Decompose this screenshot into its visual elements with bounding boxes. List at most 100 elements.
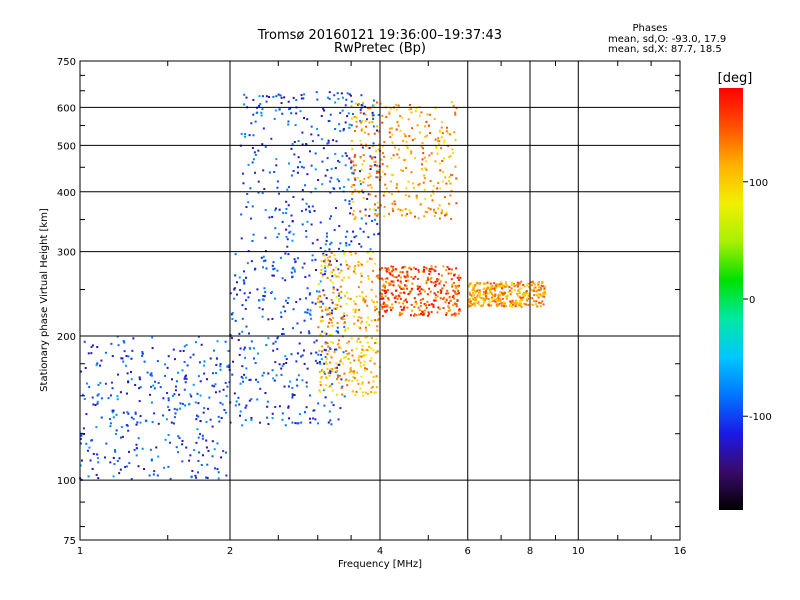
data-point <box>301 143 304 146</box>
data-point <box>455 312 458 315</box>
data-point <box>317 134 320 137</box>
data-point <box>473 296 476 299</box>
data-point <box>361 104 364 107</box>
data-point <box>364 120 367 123</box>
data-point <box>189 393 192 396</box>
data-point <box>324 174 327 177</box>
data-point <box>290 147 293 150</box>
data-point <box>253 151 256 154</box>
data-point <box>325 342 328 345</box>
data-point <box>338 225 341 228</box>
data-point <box>362 349 365 352</box>
data-point <box>423 312 426 315</box>
data-point <box>407 293 410 296</box>
data-point <box>206 463 209 466</box>
data-point <box>516 294 519 297</box>
data-point <box>496 284 499 287</box>
data-point <box>262 260 265 263</box>
data-point <box>327 350 330 353</box>
data-point <box>363 301 366 304</box>
data-point <box>450 101 453 104</box>
data-point <box>476 289 479 292</box>
data-point <box>503 292 506 295</box>
data-point <box>347 379 350 382</box>
data-point <box>323 348 326 351</box>
data-point <box>370 357 373 360</box>
data-point <box>470 294 473 297</box>
data-point <box>273 117 276 120</box>
data-point <box>94 404 97 407</box>
data-point <box>421 270 424 273</box>
data-point <box>340 358 343 361</box>
data-point <box>353 267 356 270</box>
data-point <box>439 280 442 283</box>
data-point <box>334 167 337 170</box>
data-point <box>368 121 371 124</box>
data-point <box>346 115 349 118</box>
data-point <box>374 156 377 159</box>
data-point <box>329 264 332 267</box>
data-point <box>330 321 333 324</box>
data-point <box>510 290 513 293</box>
data-point <box>407 267 410 270</box>
data-point <box>135 454 138 457</box>
data-point <box>348 200 351 203</box>
data-point <box>488 300 491 303</box>
data-point <box>457 274 460 277</box>
data-point <box>449 194 452 197</box>
data-point <box>346 384 349 387</box>
data-point <box>429 290 432 293</box>
data-point <box>325 362 328 365</box>
data-point <box>164 363 167 366</box>
data-point <box>132 418 135 421</box>
data-point <box>314 302 317 305</box>
data-point <box>478 289 481 292</box>
data-point <box>224 411 227 414</box>
data-point <box>330 167 333 170</box>
data-point <box>512 283 515 286</box>
data-point <box>275 158 278 161</box>
data-point <box>351 379 354 382</box>
data-point <box>383 305 386 308</box>
data-point <box>328 306 331 309</box>
data-point <box>383 286 386 289</box>
data-point <box>274 361 277 364</box>
data-point <box>504 295 507 298</box>
data-point <box>86 449 89 452</box>
data-point <box>257 180 260 183</box>
data-point <box>245 367 248 370</box>
data-point <box>400 214 403 217</box>
data-point <box>319 377 322 380</box>
data-point <box>385 115 388 118</box>
data-point <box>363 131 366 134</box>
data-point <box>414 275 417 278</box>
data-point <box>148 474 151 477</box>
data-point <box>329 361 332 364</box>
data-point <box>520 280 523 283</box>
data-point <box>274 340 277 343</box>
data-point <box>146 371 149 374</box>
data-point <box>368 193 371 196</box>
data-point <box>327 141 330 144</box>
data-point <box>211 440 214 443</box>
data-point <box>516 285 519 288</box>
data-point <box>311 254 314 257</box>
data-point <box>213 448 216 451</box>
data-point <box>374 319 377 322</box>
data-point <box>396 297 399 300</box>
data-point <box>493 287 496 290</box>
data-point <box>287 204 290 207</box>
data-point <box>457 292 460 295</box>
data-point <box>400 281 403 284</box>
data-point <box>443 139 446 142</box>
data-point <box>257 191 260 194</box>
data-point <box>537 283 540 286</box>
data-point <box>455 202 458 205</box>
data-point <box>518 299 521 302</box>
data-point <box>413 266 416 269</box>
data-point <box>375 375 378 378</box>
data-point <box>324 308 327 311</box>
data-point <box>393 200 396 203</box>
data-point <box>122 340 125 343</box>
data-point <box>381 307 384 310</box>
